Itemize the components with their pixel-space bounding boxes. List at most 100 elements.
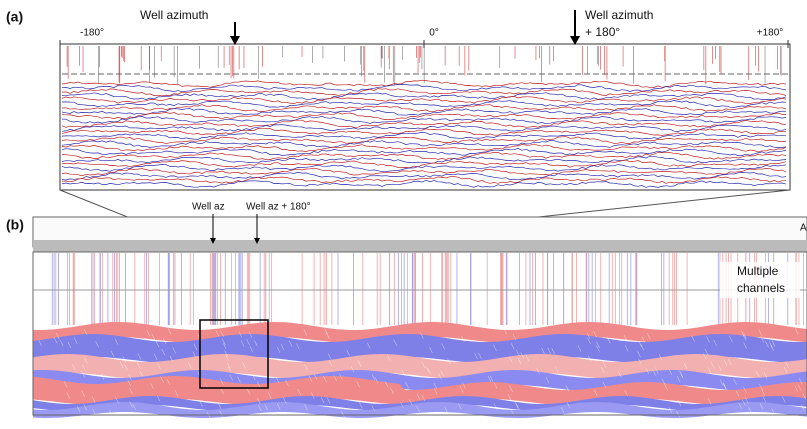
wiggle [759,403,764,410]
wiggle [691,335,695,342]
wiggle [346,349,350,356]
trace [61,159,787,169]
wiggle [119,361,124,369]
wiggle [137,353,142,360]
trace [61,164,787,173]
wiggle [193,343,198,351]
wiggle [267,392,272,399]
wiggle [517,357,522,365]
wiggle [743,386,747,394]
wiggle [92,408,96,416]
wiggle [735,390,740,397]
trace [61,104,787,113]
wiggle [100,373,105,381]
wiggle [743,342,747,349]
wiggle [433,382,437,389]
arrow-label: Well azimuth [140,8,208,22]
wiggle [357,360,362,367]
wiggle [339,373,343,380]
wiggle [457,403,462,410]
wiggle [587,337,591,344]
wiggle [76,405,81,412]
wiggle [304,404,308,411]
wiggle [386,354,391,361]
wiggle [447,358,451,365]
wiggle [512,334,517,341]
wiggle [220,378,224,385]
panel-b-frame [32,251,807,416]
wiggle [169,355,174,363]
trace [61,176,786,184]
wiggle [367,342,371,349]
wiggle [82,364,86,371]
trace [61,155,787,164]
wiggle [596,345,600,352]
wiggle [593,331,597,338]
wiggle [129,401,133,408]
wiggle [115,397,119,404]
wiggle [733,378,737,385]
wiggle [658,354,663,361]
wiggle [53,337,58,344]
panel-a-frame [59,43,791,191]
wiggle [783,366,788,374]
wiggle [240,340,245,347]
wiggle [303,329,308,336]
wiggle [72,364,76,371]
wiggle [462,382,466,389]
wiggle [798,384,802,391]
wiggle [188,362,192,369]
wiggle [67,341,72,349]
wiggle [288,340,293,347]
wiggle [324,328,328,335]
wiggle [668,369,673,376]
wiggle [509,385,513,392]
wiggle [429,346,433,354]
wiggle [421,361,426,368]
wiggle [624,345,629,352]
wiggle [758,329,762,336]
wiggle [525,355,530,362]
wiggle [756,371,760,378]
wiggle [151,334,156,341]
wiggle [520,352,524,359]
wiggle [220,330,224,337]
wiggle [421,395,426,402]
wiggle [536,367,540,374]
arrow-label: + 180° [585,25,620,39]
wiggle [596,341,600,349]
wiggle [545,376,550,384]
wiggle [128,374,132,381]
trace [61,112,786,120]
wiggle [401,369,406,376]
wiggle [400,401,404,409]
wiggle [350,365,355,373]
wiggle [441,343,445,350]
wiggle [618,371,622,378]
wiggle [738,402,742,409]
wiggle [646,333,651,340]
wiggle [748,407,752,414]
wiggle [606,336,611,344]
wiggle [722,383,727,390]
wiggle [310,392,315,399]
trace [61,84,787,93]
wiggle [246,339,250,346]
wiggle [155,341,160,348]
axis-label: -180° [80,28,104,39]
wiggle [433,388,438,395]
wiggle [59,340,64,347]
band [33,402,807,418]
wiggle [460,386,464,393]
wiggle [516,349,520,357]
wiggle [282,397,287,404]
wiggle [129,388,133,395]
wiggle [704,348,709,355]
wiggle [516,403,520,410]
depth-strip [33,240,807,252]
wiggle [167,328,172,335]
wiggle [641,336,646,343]
wiggle [227,366,232,373]
arrow-label: Well az [192,202,225,213]
